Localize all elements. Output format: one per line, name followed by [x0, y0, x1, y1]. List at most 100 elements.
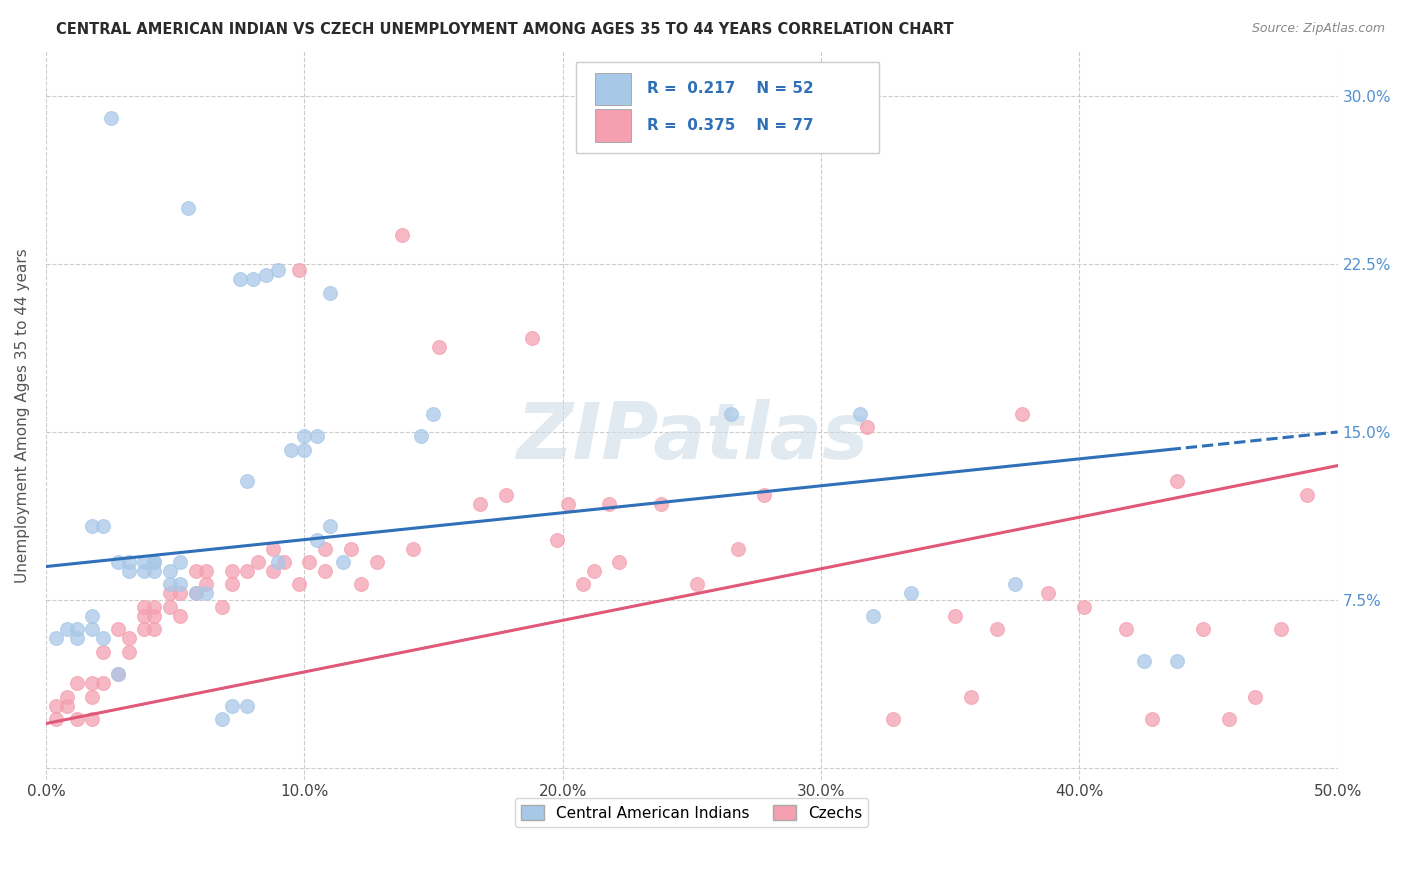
Point — [45, 698, 67, 713]
Point — [1140, 712, 1163, 726]
Point — [319, 285, 342, 300]
Point — [495, 488, 517, 502]
Point — [1038, 586, 1060, 600]
Point — [159, 577, 181, 591]
Point — [848, 407, 870, 421]
Point — [856, 420, 879, 434]
Point — [221, 564, 243, 578]
Point — [45, 712, 67, 726]
Point — [82, 608, 104, 623]
Point — [391, 227, 413, 242]
Point — [143, 608, 166, 623]
Legend: Central American Indians, Czechs: Central American Indians, Czechs — [515, 798, 869, 827]
Point — [307, 429, 329, 443]
Point — [314, 564, 336, 578]
Point — [82, 623, 104, 637]
Point — [236, 564, 259, 578]
Point — [211, 599, 233, 614]
Point — [292, 429, 315, 443]
Point — [184, 564, 207, 578]
Point — [267, 263, 290, 277]
Point — [82, 690, 104, 704]
Point — [572, 577, 595, 591]
Point — [66, 712, 89, 726]
Point — [221, 577, 243, 591]
Point — [55, 623, 77, 637]
Point — [720, 407, 742, 421]
Point — [107, 667, 129, 681]
Point — [91, 519, 114, 533]
Point — [55, 690, 77, 704]
Point — [143, 599, 166, 614]
Point — [520, 331, 543, 345]
Point — [943, 608, 966, 623]
Point — [468, 497, 491, 511]
Point — [169, 555, 191, 569]
Point — [169, 608, 191, 623]
Point — [307, 533, 329, 547]
Point — [91, 645, 114, 659]
Point — [134, 564, 156, 578]
Point — [195, 577, 218, 591]
Point — [298, 555, 321, 569]
Point — [117, 645, 139, 659]
Point — [402, 541, 425, 556]
Point — [319, 519, 342, 533]
Point — [134, 599, 156, 614]
Point — [959, 690, 981, 704]
Point — [862, 608, 884, 623]
Point — [1166, 475, 1188, 489]
Point — [246, 555, 269, 569]
FancyBboxPatch shape — [575, 62, 879, 153]
Point — [236, 698, 259, 713]
Point — [143, 564, 166, 578]
Text: ZIPatlas: ZIPatlas — [516, 399, 868, 475]
Point — [1192, 623, 1215, 637]
Point — [66, 676, 89, 690]
Point — [882, 712, 904, 726]
Point — [650, 497, 672, 511]
Point — [1244, 690, 1267, 704]
Point — [228, 272, 250, 286]
Point — [169, 577, 191, 591]
Point — [91, 632, 114, 646]
Point — [262, 541, 284, 556]
Point — [1073, 599, 1095, 614]
Point — [211, 712, 233, 726]
Y-axis label: Unemployment Among Ages 35 to 44 years: Unemployment Among Ages 35 to 44 years — [15, 248, 30, 582]
Bar — [595, 109, 631, 142]
Point — [143, 623, 166, 637]
Point — [727, 541, 749, 556]
Point — [117, 632, 139, 646]
Point — [236, 475, 259, 489]
Point — [314, 541, 336, 556]
Point — [134, 608, 156, 623]
Point — [350, 577, 373, 591]
Point — [91, 676, 114, 690]
Text: Source: ZipAtlas.com: Source: ZipAtlas.com — [1251, 22, 1385, 36]
Text: R =  0.217    N = 52: R = 0.217 N = 52 — [647, 81, 813, 96]
Point — [288, 263, 311, 277]
Point — [107, 555, 129, 569]
Point — [159, 564, 181, 578]
Point — [143, 555, 166, 569]
Point — [117, 555, 139, 569]
Point — [66, 632, 89, 646]
Point — [262, 564, 284, 578]
Point — [752, 488, 775, 502]
Point — [332, 555, 354, 569]
Point — [169, 586, 191, 600]
Point — [340, 541, 363, 556]
Point — [609, 555, 631, 569]
Point — [546, 533, 568, 547]
Point — [117, 564, 139, 578]
Point — [254, 268, 277, 282]
Point — [45, 632, 67, 646]
Point — [159, 586, 181, 600]
Point — [1166, 654, 1188, 668]
Point — [107, 667, 129, 681]
Point — [582, 564, 605, 578]
Point — [366, 555, 388, 569]
Point — [1133, 654, 1156, 668]
Point — [1295, 488, 1317, 502]
